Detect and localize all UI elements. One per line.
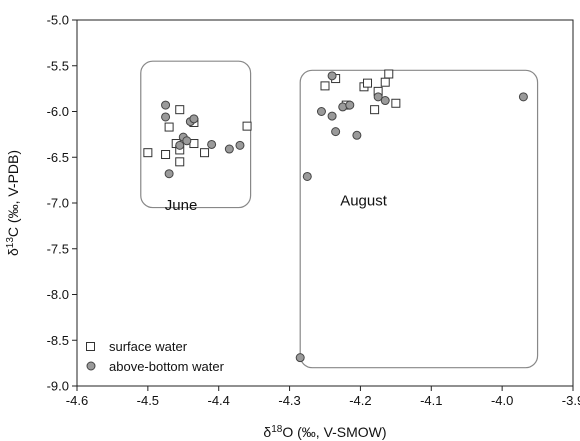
region-box-august: [299, 69, 539, 369]
point-above-bottom-water: [331, 127, 341, 137]
point-above-bottom-water: [352, 130, 362, 140]
point-above-bottom-water: [235, 140, 245, 150]
region-label-august: August: [340, 192, 388, 209]
x-tick-label: -4.3: [278, 393, 300, 408]
point-above-bottom-water: [175, 140, 185, 150]
point-above-bottom-water: [373, 92, 383, 102]
point-above-bottom-water: [207, 139, 217, 149]
point-surface-water: [320, 81, 330, 91]
x-tick-label: -4.5: [137, 393, 159, 408]
y-tick-label: -5.0: [47, 13, 69, 28]
point-surface-water: [384, 69, 394, 79]
point-surface-water: [363, 78, 373, 88]
x-tick-label: -4.2: [349, 393, 371, 408]
point-above-bottom-water: [327, 71, 337, 81]
y-tick-label: -7.0: [47, 196, 69, 211]
legend-label-surface-water: surface water: [109, 339, 188, 354]
y-tick-label: -8.5: [47, 333, 69, 348]
legend-label-above-bottom-water: above-bottom water: [109, 359, 225, 374]
legend-square-marker: [86, 342, 95, 351]
y-axis-title: δ13C (‰, V-PDB): [5, 150, 21, 256]
point-above-bottom-water: [189, 114, 199, 124]
point-above-bottom-water: [327, 111, 337, 121]
point-surface-water: [175, 105, 185, 115]
x-tick-label: -4.4: [208, 393, 230, 408]
point-surface-water: [242, 121, 252, 131]
legend: surface water above-bottom water: [86, 339, 225, 374]
point-above-bottom-water: [345, 100, 355, 110]
point-surface-water: [164, 122, 174, 132]
legend-circle-marker: [86, 361, 96, 371]
point-surface-water: [370, 105, 380, 115]
x-tick-label: -4.0: [491, 393, 513, 408]
point-above-bottom-water: [316, 107, 326, 116]
x-tick-label: -4.1: [420, 393, 442, 408]
x-axis-ticks: -4.6 -4.5 -4.4 -4.3 -4.2 -4.1 -4.0 -3.9: [66, 386, 580, 408]
region-box-june: [140, 60, 252, 209]
point-above-bottom-water: [518, 92, 528, 102]
data-points: [143, 69, 528, 363]
x-tick-label: -3.9: [562, 393, 580, 408]
y-axis-ticks: -5.0 -5.5 -6.0 -6.5 -7.0 -7.5 -8.0 -8.5 -9.0: [47, 13, 77, 394]
point-above-bottom-water: [295, 353, 305, 363]
y-tick-label: -9.0: [47, 379, 69, 394]
point-above-bottom-water: [182, 136, 192, 146]
point-above-bottom-water: [161, 100, 171, 110]
y-tick-label: -7.5: [47, 241, 69, 256]
point-surface-water: [175, 157, 185, 167]
y-tick-label: -8.0: [47, 287, 69, 302]
point-surface-water: [161, 150, 171, 160]
x-tick-label: -4.6: [66, 393, 88, 408]
point-above-bottom-water: [161, 112, 171, 122]
group-regions: June August: [140, 60, 539, 369]
y-tick-label: -6.5: [47, 150, 69, 165]
point-above-bottom-water: [302, 171, 312, 181]
point-surface-water: [380, 77, 390, 87]
point-above-bottom-water: [164, 169, 174, 179]
y-tick-label: -5.5: [47, 58, 69, 73]
y-tick-label: -6.0: [47, 104, 69, 119]
point-above-bottom-water: [224, 144, 234, 154]
x-axis-title: δ18O (‰, V-SMOW): [263, 424, 386, 440]
point-surface-water: [391, 98, 401, 108]
point-above-bottom-water: [380, 96, 390, 106]
plot-frame: [76, 19, 574, 387]
point-surface-water: [200, 148, 210, 158]
region-label-june: June: [165, 197, 198, 214]
point-surface-water: [143, 148, 153, 158]
